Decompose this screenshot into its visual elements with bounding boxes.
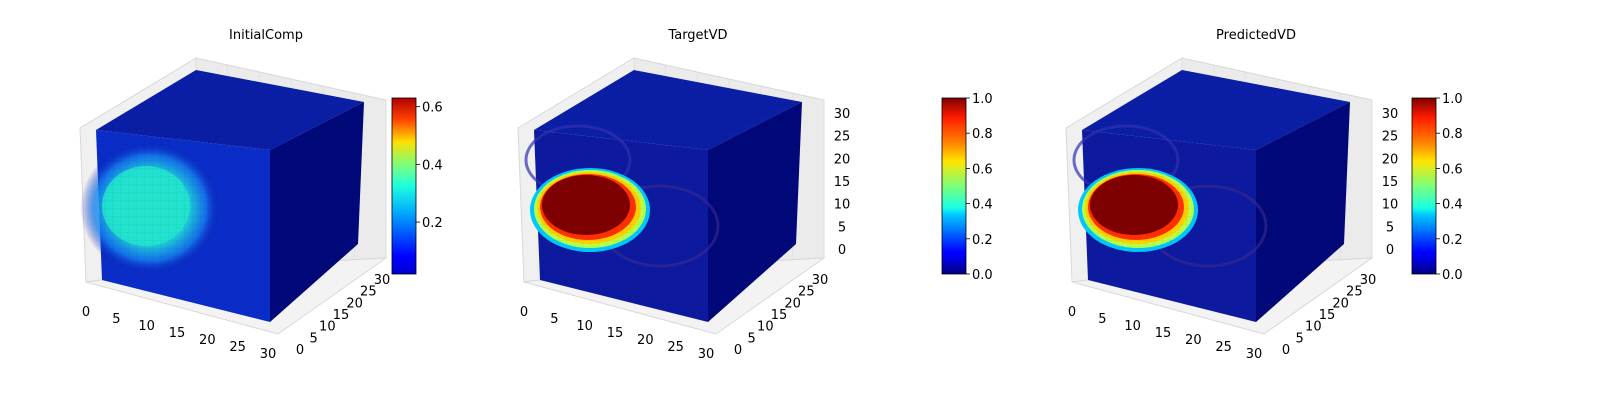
x-tick-label: 20 [637, 333, 654, 348]
chart-title: InitialComp [229, 28, 303, 43]
y-tick-label: 25 [798, 285, 815, 300]
colorbar-tick-label: 0.4 [972, 198, 993, 213]
colorbar-tick-label: 0.4 [422, 158, 443, 173]
cube-right-grid [708, 102, 802, 322]
colorbar-tick-label: 0.4 [1442, 198, 1463, 213]
y-tick-label: 0 [1282, 343, 1290, 358]
z-tick-label: 10 [1382, 198, 1399, 213]
x-tick-label: 0 [520, 305, 528, 320]
colorbar-tick-label: 0.6 [972, 162, 993, 177]
y-tick-label: 25 [1346, 285, 1363, 300]
colorbar-tick-label: 0.0 [1442, 268, 1463, 283]
x-tick-label: 20 [199, 333, 216, 348]
x-tick-label: 20 [1185, 333, 1202, 348]
y-tick-label: 30 [1360, 273, 1377, 288]
x-tick-label: 15 [607, 326, 624, 341]
x-tick-label: 5 [550, 312, 558, 327]
y-tick-label: 15 [1319, 308, 1336, 323]
y-tick-label: 10 [1305, 320, 1322, 335]
x-tick-label: 15 [1155, 326, 1172, 341]
colorbar [941, 97, 967, 275]
colorbar-tick-label: 1.0 [1442, 92, 1463, 107]
colorbar-tick-label: 0.2 [972, 233, 993, 248]
z-tick-label: 0 [838, 243, 846, 258]
x-tick-label: 30 [1246, 347, 1263, 362]
z-tick-label: 20 [1382, 152, 1399, 167]
z-tick-label: 5 [1386, 220, 1394, 235]
x-tick-label: 5 [112, 312, 120, 327]
colorbar [391, 97, 417, 275]
y-tick-label: 15 [333, 308, 350, 323]
y-tick-label: 30 [374, 273, 391, 288]
colorbar-tick-label: 1.0 [972, 92, 993, 107]
chart-title: TargetVD [667, 28, 727, 43]
x-tick-label: 0 [1068, 305, 1076, 320]
y-tick-label: 20 [784, 296, 801, 311]
z-tick-label: 5 [838, 220, 846, 235]
cube-front-grid [1082, 130, 1256, 322]
z-tick-label: 30 [1382, 107, 1399, 122]
y-tick-label: 5 [748, 331, 756, 346]
z-tick-label: 20 [834, 152, 851, 167]
chart-title: PredictedVD [1216, 28, 1296, 43]
z-tick-label: 30 [834, 107, 851, 122]
y-tick-label: 5 [310, 331, 318, 346]
x-tick-label: 30 [698, 347, 715, 362]
cube-top-grid [96, 70, 364, 150]
z-tick-label: 15 [1382, 175, 1399, 190]
y-tick-label: 10 [319, 320, 336, 335]
y-tick-label: 5 [1296, 331, 1304, 346]
y-tick-label: 0 [734, 343, 742, 358]
y-tick-label: 10 [757, 320, 774, 335]
x-tick-label: 15 [169, 326, 186, 341]
x-tick-label: 5 [1098, 312, 1106, 327]
x-tick-label: 10 [576, 319, 593, 334]
x-tick-label: 25 [667, 340, 684, 355]
x-tick-label: 30 [260, 347, 277, 362]
z-tick-label: 0 [1386, 243, 1394, 258]
y-tick-label: 25 [360, 285, 377, 300]
y-tick-label: 0 [296, 343, 304, 358]
cube-front-grid [534, 130, 708, 322]
x-tick-label: 0 [82, 305, 90, 320]
colorbar [1411, 97, 1437, 275]
colorbar-tick-label: 0.8 [972, 127, 993, 142]
z-tick-label: 25 [1382, 130, 1399, 145]
y-tick-label: 30 [812, 273, 829, 288]
colorbar-tick-label: 0.8 [1442, 127, 1463, 142]
y-tick-label: 15 [771, 308, 788, 323]
y-tick-label: 20 [1332, 296, 1349, 311]
y-tick-label: 20 [346, 296, 363, 311]
cube-right-grid [270, 102, 364, 322]
x-tick-label: 10 [1124, 319, 1141, 334]
x-tick-label: 25 [229, 340, 246, 355]
colorbar-tick-label: 0.6 [1442, 162, 1463, 177]
colorbar-tick-label: 0.0 [972, 268, 993, 283]
z-tick-label: 15 [834, 175, 851, 190]
colorbar-tick-label: 0.2 [422, 216, 443, 231]
cube-right-grid [1256, 102, 1350, 322]
z-tick-label: 25 [834, 130, 851, 145]
x-tick-label: 25 [1215, 340, 1232, 355]
cube-front-grid [96, 130, 270, 322]
colorbar-tick-label: 0.6 [422, 101, 443, 116]
x-tick-label: 10 [138, 319, 155, 334]
colorbar-tick-label: 0.2 [1442, 233, 1463, 248]
z-tick-label: 10 [834, 198, 851, 213]
